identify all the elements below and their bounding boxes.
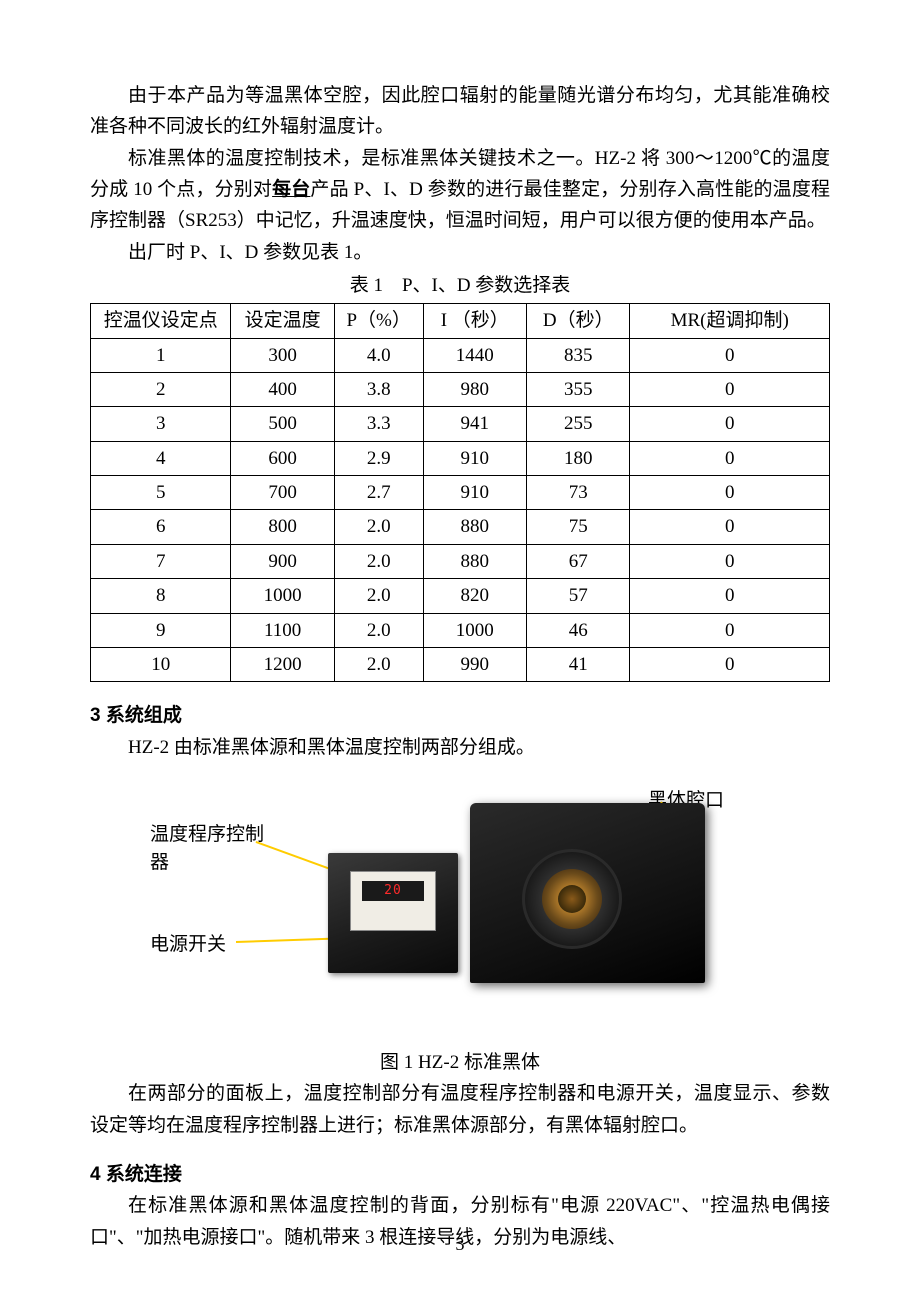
table-cell: 2 [91, 373, 231, 407]
table-cell: 0 [630, 544, 830, 578]
table-cell: 4 [91, 441, 231, 475]
table-cell: 10 [91, 647, 231, 681]
table-row: 68002.0880750 [91, 510, 830, 544]
figure-1: 温度程序控制器 电源开关 黑体腔口 20 [90, 781, 830, 1041]
controller-device: 20 [328, 853, 458, 973]
p2-underline: 每台 [272, 179, 310, 200]
table-cell: 0 [630, 579, 830, 613]
paragraph-1: 由于本产品为等温黑体空腔，因此腔口辐射的能量随光谱分布均匀，尤其能准确校准各种不… [90, 80, 830, 143]
table-header-cell: I （秒） [423, 304, 526, 338]
table-row: 810002.0820570 [91, 579, 830, 613]
table-cell: 880 [423, 510, 526, 544]
section-3-text: HZ-2 由标准黑体源和黑体温度控制两部分组成。 [90, 732, 830, 763]
table-cell: 700 [231, 476, 334, 510]
table-cell: 4.0 [334, 338, 423, 372]
table-cell: 0 [630, 441, 830, 475]
table-cell: 910 [423, 476, 526, 510]
table-cell: 355 [526, 373, 629, 407]
table-header-cell: MR(超调抑制) [630, 304, 830, 338]
table-cell: 900 [231, 544, 334, 578]
label-power-switch: 电源开关 [150, 931, 226, 960]
table-row: 13004.014408350 [91, 338, 830, 372]
table-cell: 6 [91, 510, 231, 544]
paragraph-3: 出厂时 P、I、D 参数见表 1。 [90, 237, 830, 268]
table-cell: 2.0 [334, 613, 423, 647]
table-cell: 1200 [231, 647, 334, 681]
table-header-cell: 设定温度 [231, 304, 334, 338]
table-cell: 941 [423, 407, 526, 441]
table-cell: 0 [630, 373, 830, 407]
aperture-core [558, 885, 586, 913]
controller-panel [350, 871, 436, 931]
table-cell: 1 [91, 338, 231, 372]
table-cell: 2.0 [334, 579, 423, 613]
table-cell: 2.9 [334, 441, 423, 475]
table-cell: 57 [526, 579, 629, 613]
table-row: 911002.01000460 [91, 613, 830, 647]
figure-caption: 图 1 HZ-2 标准黑体 [90, 1047, 830, 1078]
table-cell: 500 [231, 407, 334, 441]
table-cell: 1000 [423, 613, 526, 647]
table-cell: 5 [91, 476, 231, 510]
table-row: 24003.89803550 [91, 373, 830, 407]
table-cell: 46 [526, 613, 629, 647]
table-cell: 300 [231, 338, 334, 372]
table-cell: 880 [423, 544, 526, 578]
table-row: 57002.7910730 [91, 476, 830, 510]
table-cell: 980 [423, 373, 526, 407]
table-row: 46002.99101800 [91, 441, 830, 475]
table-cell: 2.0 [334, 544, 423, 578]
table-cell: 910 [423, 441, 526, 475]
table-cell: 0 [630, 338, 830, 372]
table-cell: 600 [231, 441, 334, 475]
table-cell: 75 [526, 510, 629, 544]
table-cell: 820 [423, 579, 526, 613]
table-header-cell: D（秒） [526, 304, 629, 338]
table-cell: 1000 [231, 579, 334, 613]
table-cell: 3.8 [334, 373, 423, 407]
table-cell: 0 [630, 407, 830, 441]
table-row: 1012002.0990410 [91, 647, 830, 681]
table-cell: 0 [630, 510, 830, 544]
table-cell: 2.0 [334, 510, 423, 544]
table-cell: 0 [630, 476, 830, 510]
table-cell: 2.0 [334, 647, 423, 681]
table-cell: 0 [630, 647, 830, 681]
table-header-cell: P（%） [334, 304, 423, 338]
table-cell: 7 [91, 544, 231, 578]
table-cell: 990 [423, 647, 526, 681]
table-cell: 9 [91, 613, 231, 647]
table-header-cell: 控温仪设定点 [91, 304, 231, 338]
table-cell: 3 [91, 407, 231, 441]
paragraph-2: 标准黑体的温度控制技术，是标准黑体关键技术之一。HZ-2 将 300～1200℃… [90, 143, 830, 237]
table-cell: 1440 [423, 338, 526, 372]
table-cell: 3.3 [334, 407, 423, 441]
table-cell: 67 [526, 544, 629, 578]
table-body: 13004.01440835024003.8980355035003.39412… [91, 338, 830, 681]
table-cell: 1100 [231, 613, 334, 647]
section-3-title: 3 系统组成 [90, 700, 830, 731]
table-cell: 400 [231, 373, 334, 407]
table-caption: 表 1 P、I、D 参数选择表 [90, 270, 830, 301]
pid-table: 控温仪设定点设定温度P（%）I （秒）D（秒）MR(超调抑制) 13004.01… [90, 303, 830, 682]
table-cell: 73 [526, 476, 629, 510]
section-4-title: 4 系统连接 [90, 1159, 830, 1190]
table-cell: 255 [526, 407, 629, 441]
table-cell: 180 [526, 441, 629, 475]
table-cell: 8 [91, 579, 231, 613]
controller-display: 20 [362, 881, 424, 901]
table-cell: 800 [231, 510, 334, 544]
table-cell: 835 [526, 338, 629, 372]
table-header-row: 控温仪设定点设定温度P（%）I （秒）D（秒）MR(超调抑制) [91, 304, 830, 338]
table-cell: 41 [526, 647, 629, 681]
section-3-after-text: 在两部分的面板上，温度控制部分有温度程序控制器和电源开关，温度显示、参数设定等均… [90, 1078, 830, 1141]
page-number: 3 [0, 1230, 920, 1260]
table-cell: 0 [630, 613, 830, 647]
table-cell: 2.7 [334, 476, 423, 510]
label-controller: 温度程序控制器 [150, 821, 270, 878]
table-row: 35003.39412550 [91, 407, 830, 441]
table-row: 79002.0880670 [91, 544, 830, 578]
